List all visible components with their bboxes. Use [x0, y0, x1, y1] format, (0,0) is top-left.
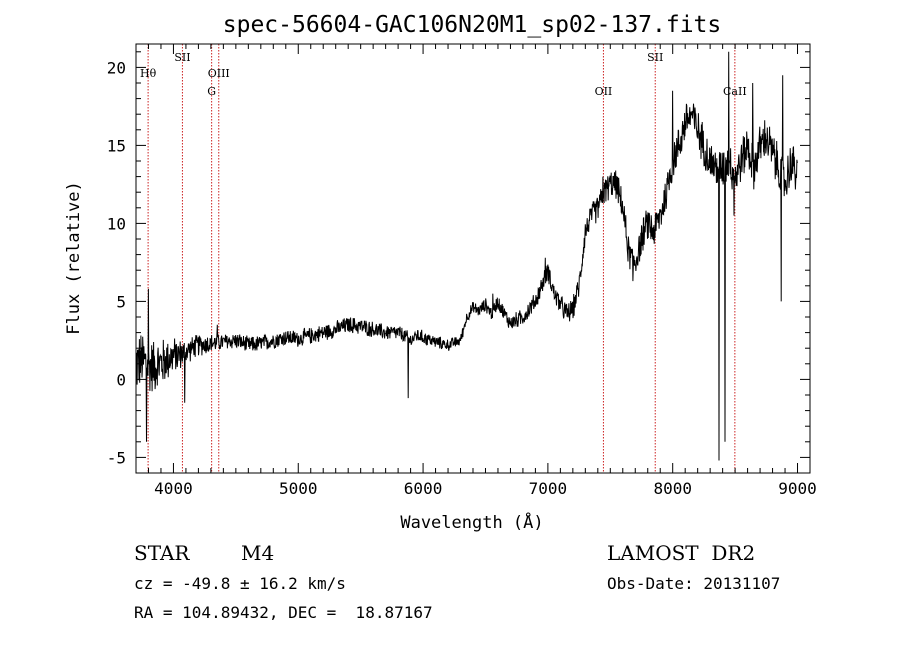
x-tick-label: 6000 [404, 479, 443, 498]
y-tick-label: 20 [107, 58, 126, 77]
spectral-line-markers: Hθ SII G OIII OII SII CaII [140, 44, 747, 473]
y-axis-label: Flux (relative) [64, 181, 84, 335]
spectral-line-label: SII [647, 51, 663, 64]
coordinates: RA = 104.89432, DEC = 18.87167 [134, 603, 433, 622]
x-tick-label: 7000 [529, 479, 568, 498]
flux-series [135, 51, 798, 461]
spectral-line-label: SII [174, 51, 190, 64]
chart-title: spec-56604-GAC106N20M1_sp02-137.fits [223, 12, 722, 38]
spectral-line-label: CaII [723, 85, 747, 98]
y-tick-label: 5 [116, 292, 126, 311]
redshift-cz: cz = -49.8 ± 16.2 km/s [134, 574, 346, 593]
x-tick-label: 9000 [778, 479, 817, 498]
object-subclass: M4 [241, 541, 274, 565]
spectral-line-label: OIII [208, 67, 230, 80]
y-tick-label: 0 [116, 370, 126, 389]
y-tick-label: 15 [107, 136, 126, 155]
survey-release: LAMOST DR2 [607, 541, 755, 565]
y-tick-label: 10 [107, 214, 126, 233]
object-class: STAR [134, 541, 190, 565]
spectral-line-label: Hθ [140, 67, 157, 80]
spectral-line-label: G [207, 85, 216, 98]
x-tick-label: 5000 [279, 479, 318, 498]
x-tick-label: 4000 [154, 479, 193, 498]
spectrum-line [135, 51, 798, 461]
spectral-line-label: OII [595, 85, 613, 98]
y-tick-label: -5 [107, 448, 126, 467]
observation-date: Obs-Date: 20131107 [607, 574, 780, 593]
x-axis-label: Wavelength (Å) [400, 511, 543, 533]
axis-ticks: 4000 5000 6000 7000 8000 9000 -5 0 5 10 15 20 [107, 44, 817, 498]
plot-frame [135, 43, 811, 474]
x-tick-label: 8000 [653, 479, 692, 498]
